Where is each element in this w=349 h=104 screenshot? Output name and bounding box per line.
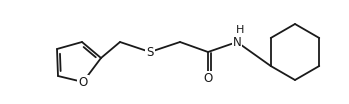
Text: H: H bbox=[236, 25, 244, 35]
Text: O: O bbox=[79, 76, 88, 89]
Text: N: N bbox=[233, 35, 242, 48]
Text: O: O bbox=[203, 72, 213, 84]
Text: S: S bbox=[146, 46, 154, 58]
